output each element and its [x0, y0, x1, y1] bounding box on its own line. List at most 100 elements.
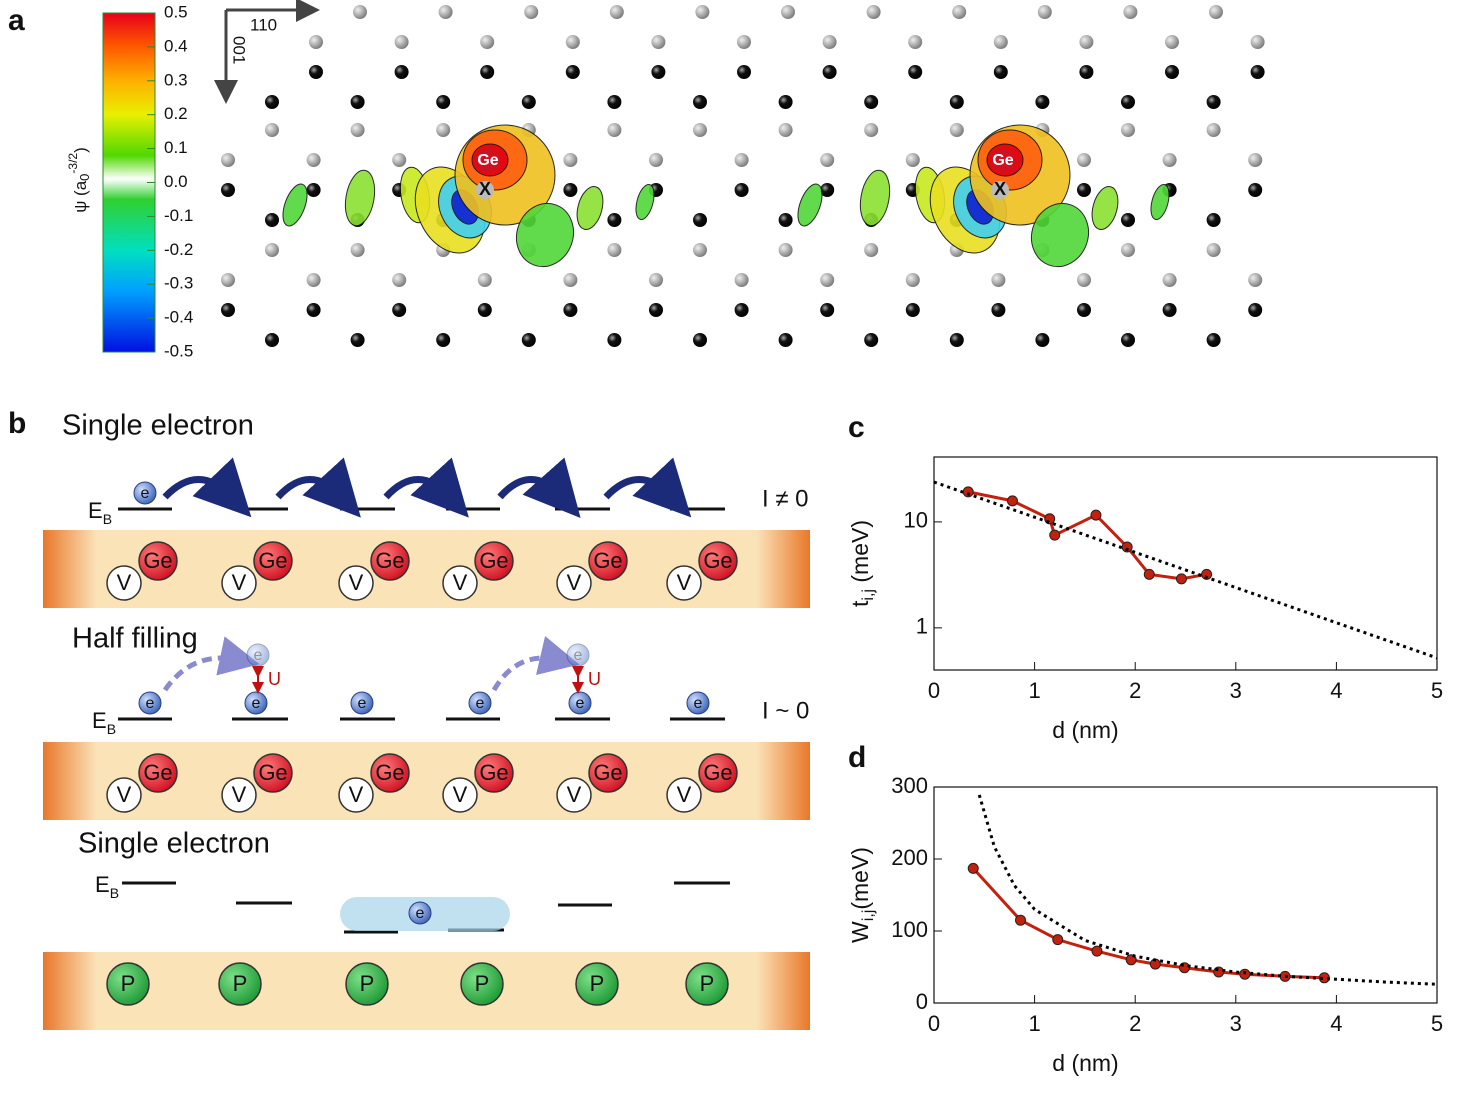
colorbar-tick-label: 0.3: [164, 70, 188, 89]
panel-label: b: [8, 407, 26, 440]
atom: [693, 123, 707, 137]
x-axis-label: d (nm): [1052, 1050, 1118, 1076]
atom: [991, 273, 1005, 287]
y-tick-label: 300: [891, 773, 928, 798]
atom: [265, 333, 279, 347]
atom: [309, 65, 323, 79]
ge-dopant-label: Ge: [143, 760, 172, 785]
y-axis-symbol: W: [847, 921, 873, 943]
atom: [221, 303, 235, 317]
ge-dopant-label: Ge: [479, 760, 508, 785]
atom: [436, 123, 450, 137]
atom: [522, 333, 536, 347]
atom: [392, 153, 406, 167]
electron: e: [245, 692, 267, 714]
atom: [607, 123, 621, 137]
colorbar-tick-label: -0.3: [164, 274, 193, 293]
ge-dopant-label: Ge: [258, 760, 287, 785]
atom: [994, 65, 1008, 79]
ge-dopant-label: Ge: [593, 760, 622, 785]
atom: [1077, 303, 1091, 317]
atom: [1077, 153, 1091, 167]
electron: e: [134, 482, 156, 504]
colorbar-tick-label: 0.1: [164, 138, 188, 157]
p-dopant-label: P: [700, 971, 715, 996]
vacancy-label: V: [453, 570, 468, 595]
atom: [651, 65, 665, 79]
atom: [307, 303, 321, 317]
atom: [607, 213, 621, 227]
data-point: [1007, 496, 1017, 506]
p-dopant-label: P: [590, 971, 605, 996]
atom: [1038, 5, 1052, 19]
atom: [651, 35, 665, 49]
row-title: Single electron: [62, 410, 254, 442]
atom: [480, 65, 494, 79]
data-point: [1050, 530, 1060, 540]
plot-frame: [934, 457, 1437, 670]
atom: [1251, 65, 1265, 79]
atom: [737, 65, 751, 79]
wavefunction: GeX: [793, 125, 1172, 275]
atom: [436, 333, 450, 347]
ge-dopant-label: Ge: [703, 760, 732, 785]
atom: [906, 153, 920, 167]
atom: [781, 5, 795, 19]
atom: [607, 243, 621, 257]
atom: [779, 333, 793, 347]
electron: e: [567, 644, 589, 666]
vacancy-label: V: [349, 782, 364, 807]
electron-label: e: [576, 695, 585, 712]
atom: [950, 123, 964, 137]
atom: [478, 303, 492, 317]
vacancy-label: V: [232, 570, 247, 595]
panel-label: d: [848, 741, 866, 774]
panel-label: c: [848, 411, 865, 444]
x-tick-label: 4: [1330, 678, 1342, 703]
lobe: [856, 168, 893, 228]
data-point: [968, 863, 978, 873]
electron: e: [469, 692, 491, 714]
atom: [265, 213, 279, 227]
electron: e: [247, 644, 269, 666]
x-tick-label: 1: [1028, 678, 1040, 703]
electron: e: [409, 902, 431, 924]
x-tick-label: 3: [1230, 678, 1242, 703]
x-tick-label: 0: [928, 678, 940, 703]
wavefunction: GeX: [278, 125, 657, 275]
electron: e: [351, 692, 373, 714]
atom: [563, 303, 577, 317]
vacancy-label: V: [567, 782, 582, 807]
atom: [735, 183, 749, 197]
p-dopant-label: P: [233, 971, 248, 996]
atom: [864, 95, 878, 109]
x-tick-label: 5: [1431, 678, 1443, 703]
vacancy-label: V: [677, 782, 692, 807]
ge-dopant-label: Ge: [258, 548, 287, 573]
y-tick-label: 1: [916, 614, 928, 639]
x-axis-label: d (nm): [1052, 717, 1118, 743]
atom: [864, 333, 878, 347]
atom: [309, 35, 323, 49]
atom: [820, 153, 834, 167]
vacancy-label: V: [567, 570, 582, 595]
colorbar-tick-label: -0.1: [164, 206, 193, 225]
x-tick-label: 2: [1129, 1011, 1141, 1036]
atom: [1077, 273, 1091, 287]
atom: [563, 273, 577, 287]
x-tick-label: 2: [1129, 678, 1141, 703]
energy-label: EB: [88, 498, 112, 527]
site-label: X: [479, 179, 491, 199]
atom: [265, 243, 279, 257]
atom: [906, 303, 920, 317]
atom: [906, 273, 920, 287]
atom: [436, 95, 450, 109]
atom: [480, 35, 494, 49]
hop-arrow: [165, 480, 232, 498]
atom: [735, 303, 749, 317]
atom: [563, 183, 577, 197]
y-tick-label: 10: [904, 508, 928, 533]
hop-arrow: [386, 480, 450, 498]
electron-label: e: [574, 647, 583, 664]
y-axis-unit: (meV): [847, 847, 873, 910]
